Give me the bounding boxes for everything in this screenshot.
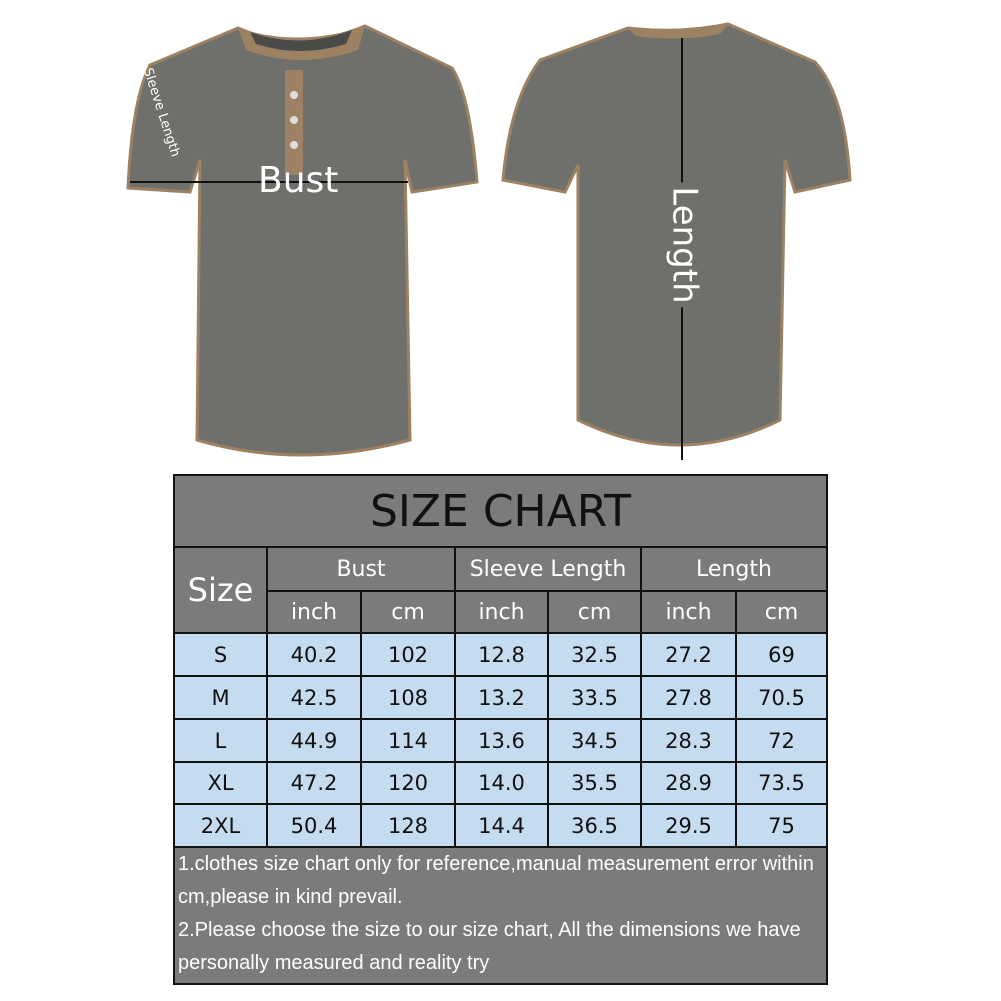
unit-header: inch	[456, 592, 549, 634]
unit-header: cm	[737, 592, 826, 634]
measure-cell: 13.2	[456, 677, 549, 720]
size-cell: S	[175, 634, 268, 677]
measure-cell: 36.5	[549, 805, 642, 848]
note-line: 2.Please choose the size to our size cha…	[178, 919, 801, 974]
measure-cell: 28.9	[642, 763, 737, 805]
measure-cell: 69	[737, 634, 826, 677]
measure-cell: 28.3	[642, 720, 737, 763]
unit-header: inch	[268, 592, 362, 634]
measure-cell: 29.5	[642, 805, 737, 848]
size-chart-title: SIZE CHART	[175, 476, 826, 548]
measure-cell: 70.5	[737, 677, 826, 720]
group-header: Sleeve Length	[456, 548, 642, 592]
measure-cell: 102	[362, 634, 456, 677]
measure-cell: 72	[737, 720, 826, 763]
unit-header: cm	[362, 592, 456, 634]
size-chart-table: SIZE CHART Size Bust Sleeve Length Length in…	[173, 474, 828, 985]
size-header: Size	[175, 548, 268, 634]
measure-cell: 12.8	[456, 634, 549, 677]
length-label: Length	[664, 182, 705, 308]
measure-cell: 14.0	[456, 763, 549, 805]
size-cell: 2XL	[175, 805, 268, 848]
measure-cell: 128	[362, 805, 456, 848]
group-header: Bust	[268, 548, 456, 592]
measure-cell: 47.2	[268, 763, 362, 805]
measure-cell: 27.8	[642, 677, 737, 720]
size-cell: XL	[175, 763, 268, 805]
measure-cell: 13.6	[456, 720, 549, 763]
measure-cell: 108	[362, 677, 456, 720]
notes: 1.clothes size chart only for reference,…	[178, 848, 828, 980]
measure-cell: 33.5	[549, 677, 642, 720]
note-line: 1.clothes size chart only for reference,…	[178, 853, 814, 908]
measure-cell: 44.9	[268, 720, 362, 763]
size-cell: M	[175, 677, 268, 720]
measure-cell: 34.5	[549, 720, 642, 763]
measure-cell: 35.5	[549, 763, 642, 805]
measure-cell: 27.2	[642, 634, 737, 677]
measure-cell: 114	[362, 720, 456, 763]
group-header: Length	[642, 548, 826, 592]
measure-cell: 32.5	[549, 634, 642, 677]
measure-cell: 120	[362, 763, 456, 805]
measure-cell: 75	[737, 805, 826, 848]
size-cell: L	[175, 720, 268, 763]
measure-cell: 50.4	[268, 805, 362, 848]
bust-label: Bust	[258, 160, 339, 201]
unit-header: cm	[549, 592, 642, 634]
unit-header: inch	[642, 592, 737, 634]
front-shirt	[126, 24, 479, 457]
measure-cell: 14.4	[456, 805, 549, 848]
measure-cell: 42.5	[268, 677, 362, 720]
measure-cell: 73.5	[737, 763, 826, 805]
measure-cell: 40.2	[268, 634, 362, 677]
